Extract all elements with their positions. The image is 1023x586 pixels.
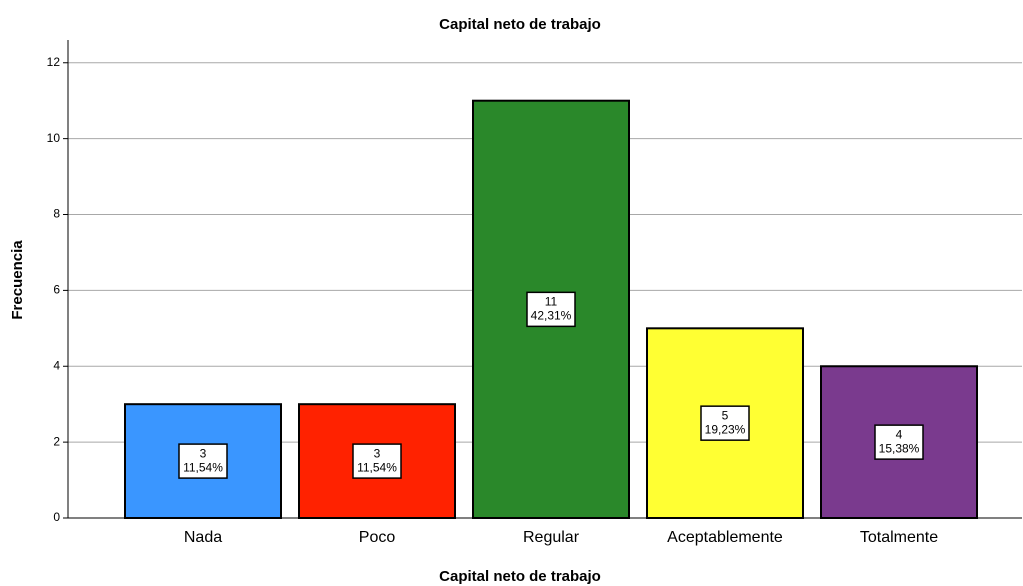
x-tick-label: Poco (359, 529, 396, 546)
percentage-label: 11,54% (357, 460, 397, 474)
x-axis-label: Capital neto de trabajo (439, 568, 601, 585)
percentage-label: 11,54% (183, 460, 223, 474)
x-tick-label: Totalmente (860, 529, 938, 546)
data-label-box (352, 443, 402, 479)
x-tick-label: Aceptablemente (667, 529, 783, 546)
chart-title: Capital neto de trabajo (439, 16, 601, 33)
data-label-box (526, 291, 576, 328)
data-label: 5 (722, 408, 729, 422)
percentage-label: 15,38% (879, 441, 920, 455)
y-tick-label: 2 (53, 434, 60, 448)
x-tick-label: Regular (523, 529, 580, 546)
y-tick-label: 10 (47, 131, 61, 145)
data-label: 3 (200, 446, 207, 460)
data-label-box (700, 405, 750, 441)
y-tick-label: 4 (53, 358, 60, 372)
data-label-box (874, 424, 924, 460)
y-tick-label: 12 (47, 55, 61, 69)
data-label-box (178, 443, 228, 479)
y-axis-label: Frecuencia (9, 240, 26, 320)
y-tick-label: 0 (53, 510, 60, 524)
percentage-label: 42,31% (531, 309, 572, 323)
data-label: 4 (896, 427, 903, 441)
data-label: 3 (374, 446, 381, 460)
y-tick-label: 8 (53, 207, 60, 221)
x-tick-label: Nada (184, 529, 222, 546)
percentage-label: 19,23% (705, 422, 746, 436)
data-label: 11 (545, 295, 558, 309)
y-tick-label: 6 (53, 283, 60, 297)
